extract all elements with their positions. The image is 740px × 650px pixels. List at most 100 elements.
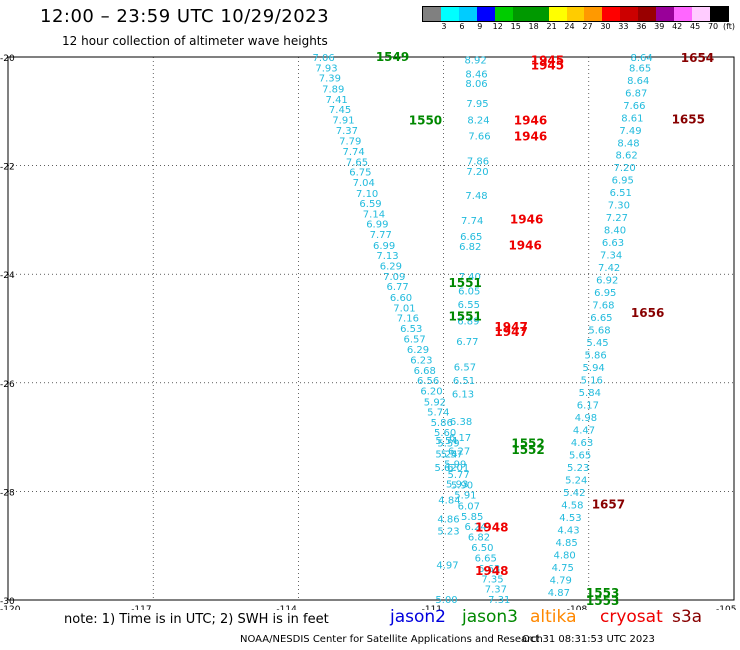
track-value: 7.34 <box>600 251 622 262</box>
track-value: 7.93 <box>315 63 337 74</box>
track-value: 8.62 <box>615 151 637 162</box>
track-value: 4.80 <box>554 550 576 561</box>
track-value: 6.51 <box>610 188 632 199</box>
track-value: 8.48 <box>617 138 639 149</box>
track-value: 8.64 <box>627 76 649 87</box>
legend-label: 21 <box>546 22 557 31</box>
legend-swatch <box>656 7 675 21</box>
track-value: 7.30 <box>608 201 630 212</box>
track-value: 6.65 <box>590 313 612 324</box>
time-label: 1657 <box>592 497 625 511</box>
track-value: 5.23 <box>437 526 459 537</box>
track-value: 4.43 <box>557 525 579 536</box>
time-label: 1948 <box>475 564 508 578</box>
legend-swatch <box>566 7 585 21</box>
legend-label: 42 <box>672 22 683 31</box>
track-value: 6.60 <box>390 293 412 304</box>
track-value: 6.53 <box>400 324 422 335</box>
track-value: 5.84 <box>579 388 601 399</box>
legend-swatch <box>548 7 567 21</box>
color-legend-bar <box>422 6 729 22</box>
time-label: 1946 <box>514 130 547 144</box>
track-value: 6.82 <box>459 242 481 253</box>
legend-label: 30 <box>600 22 611 31</box>
track-value: 8.46 <box>465 69 487 80</box>
track-value: 5.93 <box>446 479 468 490</box>
track-value: 5.23 <box>567 463 589 474</box>
track-value: 5.85 <box>461 512 483 523</box>
lon-tick-label: -120 <box>0 605 21 610</box>
track-value: 7.27 <box>606 213 628 224</box>
track-value: 6.63 <box>478 564 500 575</box>
track-value: 6.01 <box>447 463 469 474</box>
track-value: 6.65 <box>460 232 482 243</box>
track-value: 6.99 <box>366 220 388 231</box>
time-label: 1948 <box>475 521 508 535</box>
page-subtitle: 12 hour collection of altimeter wave hei… <box>62 34 328 48</box>
legend-label: 36 <box>636 22 647 31</box>
legend-label: 18 <box>528 22 539 31</box>
track-value: 6.57 <box>403 334 425 345</box>
track-value: 5.54 <box>435 436 457 447</box>
footer-credit: NOAA/NESDIS Center for Satellite Applica… <box>240 634 543 645</box>
lon-tick-label: -105 <box>716 605 736 610</box>
track-value: 5.42 <box>563 488 585 499</box>
track-value: 7.09 <box>383 272 405 283</box>
lon-tick-label: -117 <box>131 605 151 610</box>
time-label: 1946 <box>514 113 547 127</box>
track-value: 6.07 <box>458 502 480 513</box>
track-value: 4.53 <box>559 513 581 524</box>
track-value: 6.13 <box>452 390 474 401</box>
track-value: 7.42 <box>598 263 620 274</box>
track-value: 7.86 <box>467 157 489 168</box>
legend-swatch <box>530 7 549 21</box>
track-value: 8.40 <box>604 226 626 237</box>
track-value: 5.90 <box>451 480 473 491</box>
track-value: 4.58 <box>561 500 583 511</box>
track-value: 7.40 <box>459 272 481 283</box>
track-value: 7.37 <box>336 126 358 137</box>
time-label: 1551 <box>448 309 481 323</box>
lon-tick-label: -114 <box>276 605 297 610</box>
track-value: 7.48 <box>465 191 487 202</box>
track-value: 7.41 <box>326 95 348 106</box>
track-value: 6.65 <box>475 554 497 565</box>
time-label: 1655 <box>672 112 705 126</box>
time-label: 1947 <box>494 320 527 334</box>
legend-label: 45 <box>690 22 701 31</box>
track-value: 5.16 <box>581 376 603 387</box>
legend-label: 27 <box>582 22 593 31</box>
track-value: 6.95 <box>594 288 616 299</box>
track-value: 6.17 <box>577 401 599 412</box>
track-value: 5.65 <box>569 450 591 461</box>
track-value: 4.97 <box>436 561 458 572</box>
track-value: 6.51 <box>453 376 475 387</box>
satellite-label-altika: altika <box>530 607 577 627</box>
track-value: 7.91 <box>332 115 354 126</box>
track-value: 6.55 <box>458 300 480 311</box>
track-value: 7.06 <box>312 53 334 64</box>
track-value: 7.31 <box>488 595 510 606</box>
track-value: 6.20 <box>420 386 442 397</box>
track-value: 7.20 <box>466 167 488 178</box>
time-label: 1549 <box>376 50 409 64</box>
track-value: 5.60 <box>434 428 456 439</box>
track-value: 5.91 <box>454 491 476 502</box>
track-value: 7.01 <box>393 303 415 314</box>
track-value: 7.45 <box>329 105 351 116</box>
lat-tick-label: -28 <box>0 488 15 498</box>
lon-tick-label: -108 <box>567 605 588 610</box>
track-value: 6.23 <box>410 355 432 366</box>
legend-swatch <box>458 7 477 21</box>
track-value: 6.57 <box>454 363 476 374</box>
track-value: 5.62 <box>434 463 456 474</box>
track-value: 5.68 <box>588 326 610 337</box>
legend-label: 70 <box>707 22 719 31</box>
track-value: 7.77 <box>370 230 392 241</box>
track-value: 7.66 <box>623 101 645 112</box>
track-value: 6.82 <box>468 532 490 543</box>
track-value: 4.98 <box>575 413 597 424</box>
legend-label: 12 <box>492 22 503 31</box>
track-value: 6.95 <box>612 176 634 187</box>
lat-tick-label: -24 <box>0 271 15 281</box>
